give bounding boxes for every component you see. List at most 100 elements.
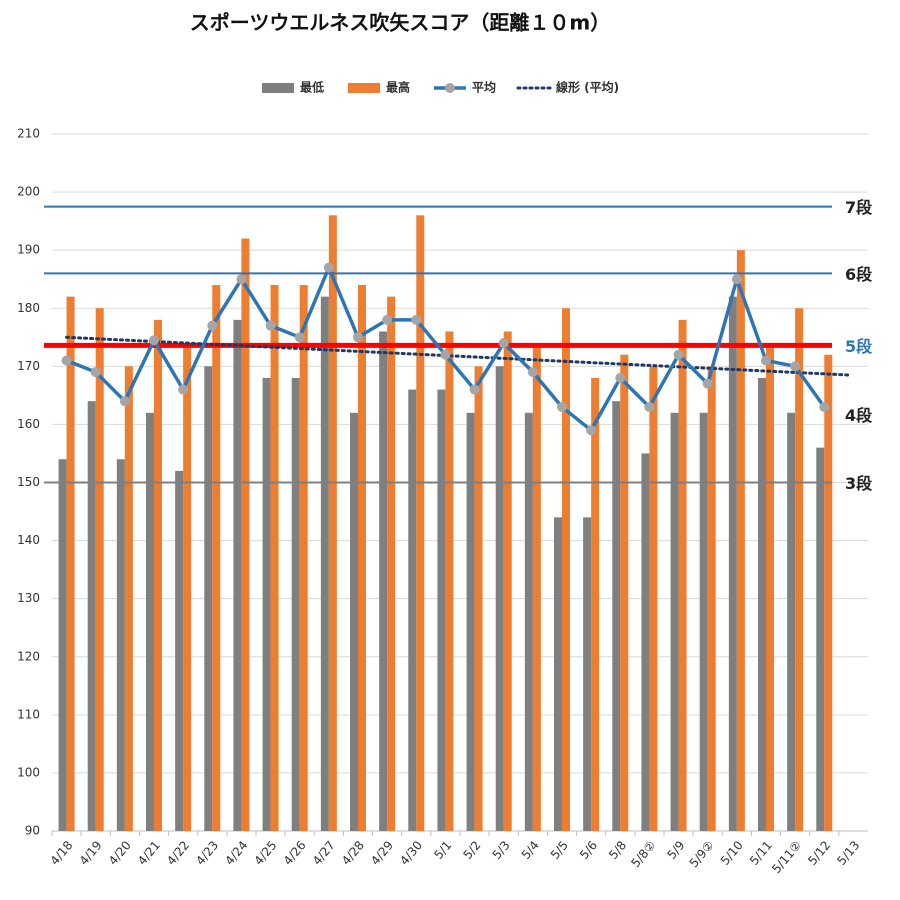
bar bbox=[562, 308, 570, 831]
bar bbox=[408, 389, 417, 831]
bar bbox=[262, 377, 271, 831]
legend-label: 平均 bbox=[472, 80, 496, 95]
y-tick-label: 150 bbox=[17, 475, 40, 489]
bar bbox=[787, 412, 796, 831]
legend-swatch bbox=[348, 83, 380, 93]
bar bbox=[291, 377, 300, 831]
bar bbox=[183, 343, 192, 831]
x-tick-label: 4/23 bbox=[193, 838, 221, 868]
marker bbox=[615, 372, 626, 383]
bar bbox=[670, 412, 679, 831]
marker bbox=[207, 320, 218, 331]
bar bbox=[299, 285, 308, 831]
marker bbox=[673, 349, 684, 360]
marker bbox=[236, 274, 247, 285]
marker bbox=[586, 425, 597, 436]
legend-swatch bbox=[445, 83, 455, 93]
bar bbox=[437, 389, 446, 831]
bar bbox=[728, 296, 737, 832]
bar bbox=[532, 343, 541, 831]
x-tick-label: 4/24 bbox=[222, 838, 250, 868]
y-tick-label: 210 bbox=[17, 127, 40, 141]
x-tick-label: 5/9② bbox=[687, 838, 717, 870]
x-tick-label: 4/30 bbox=[397, 838, 425, 868]
legend-label: 最高 bbox=[386, 80, 410, 95]
bar bbox=[350, 412, 358, 831]
marker bbox=[761, 355, 771, 366]
x-tick-label: 5/11 bbox=[747, 838, 775, 868]
y-tick-label: 160 bbox=[17, 417, 40, 431]
bar bbox=[554, 517, 562, 831]
y-tick-label: 100 bbox=[17, 765, 40, 779]
y-tick-label: 130 bbox=[17, 591, 40, 605]
x-tick-label: 5/11② bbox=[769, 838, 804, 876]
marker bbox=[90, 367, 101, 378]
marker bbox=[61, 355, 72, 366]
x-tick-label: 5/9 bbox=[664, 838, 687, 862]
bar bbox=[524, 412, 533, 831]
x-tick-label: 5/4 bbox=[519, 838, 542, 862]
marker bbox=[353, 332, 363, 343]
bar bbox=[124, 366, 133, 831]
bar bbox=[707, 366, 716, 831]
bar bbox=[95, 308, 104, 831]
x-tick-label: 5/3 bbox=[490, 838, 513, 862]
bar bbox=[678, 319, 687, 831]
marker bbox=[294, 332, 305, 343]
y-tick-label: 90 bbox=[25, 824, 40, 838]
reference-label: 6段 bbox=[845, 265, 873, 284]
marker bbox=[527, 367, 538, 378]
legend-label: 最低 bbox=[300, 80, 324, 95]
marker bbox=[644, 401, 655, 412]
x-tick-label: 4/22 bbox=[164, 838, 192, 868]
bar bbox=[583, 517, 592, 831]
bar bbox=[416, 215, 425, 832]
bar bbox=[58, 459, 67, 831]
marker bbox=[382, 314, 393, 325]
y-tick-label: 180 bbox=[17, 301, 40, 315]
legend-label: 線形 (平均) bbox=[556, 80, 619, 95]
bar bbox=[736, 250, 745, 831]
bar bbox=[495, 366, 504, 831]
x-tick-label: 4/26 bbox=[281, 838, 309, 868]
y-tick-label: 200 bbox=[17, 185, 40, 199]
marker bbox=[119, 396, 130, 407]
reference-label: 3段 bbox=[845, 474, 873, 493]
x-tick-label: 5/10 bbox=[718, 838, 746, 868]
x-tick-label: 5/2 bbox=[460, 838, 483, 862]
bar bbox=[699, 412, 708, 831]
x-tick-label: 4/29 bbox=[368, 838, 396, 868]
bar bbox=[474, 366, 483, 831]
bar bbox=[612, 401, 621, 831]
marker bbox=[702, 378, 713, 389]
reference-label: 5段 bbox=[845, 337, 873, 356]
trend-line bbox=[65, 335, 851, 377]
x-tick-label: 5/8 bbox=[606, 838, 629, 862]
bar bbox=[212, 285, 221, 831]
marker bbox=[178, 384, 189, 395]
bar bbox=[358, 285, 366, 831]
bar bbox=[816, 447, 825, 831]
bar bbox=[204, 366, 213, 831]
bar bbox=[233, 319, 242, 831]
y-tick-label: 140 bbox=[17, 533, 40, 547]
bar bbox=[641, 453, 650, 831]
bar bbox=[824, 354, 833, 831]
marker bbox=[440, 349, 451, 360]
marker bbox=[557, 401, 567, 412]
bar bbox=[466, 412, 475, 831]
reference-label: 4段 bbox=[845, 406, 873, 425]
bar bbox=[795, 308, 804, 831]
y-tick-label: 170 bbox=[17, 359, 40, 373]
bar bbox=[387, 296, 396, 832]
bar bbox=[154, 319, 162, 831]
bar bbox=[649, 366, 658, 831]
marker bbox=[469, 384, 480, 395]
x-tick-label: 5/8② bbox=[628, 838, 658, 870]
marker bbox=[411, 314, 422, 325]
bar bbox=[758, 377, 766, 831]
bar bbox=[591, 377, 600, 831]
x-tick-label: 4/18 bbox=[48, 838, 76, 868]
x-tick-label: 4/20 bbox=[106, 838, 134, 868]
